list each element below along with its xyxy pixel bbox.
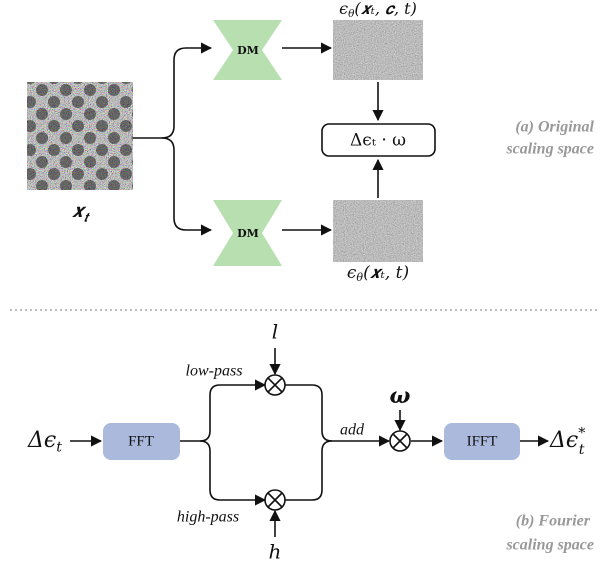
input-label-subscript: 𝒕 bbox=[84, 210, 90, 224]
output-label-symbol: ϵ bbox=[347, 263, 357, 283]
arrow bbox=[133, 48, 211, 138]
fft-label: FFT bbox=[128, 433, 154, 449]
input-label: Δϵt bbox=[27, 428, 62, 456]
noise-image-conditional bbox=[333, 20, 423, 80]
output-label-symbol: Δϵ bbox=[549, 428, 578, 453]
arrow bbox=[285, 441, 332, 500]
arrow bbox=[162, 138, 211, 230]
output-label-argument: (𝒙ₜ, t) bbox=[363, 263, 409, 283]
scale-label: ω bbox=[390, 383, 411, 409]
output-label-symbol: ϵ bbox=[339, 0, 348, 18]
caption: (b) Fourier bbox=[516, 513, 591, 530]
dm-label: DM bbox=[237, 44, 259, 57]
output-label: Δϵ*t bbox=[549, 425, 585, 458]
output-label-superscript: * bbox=[578, 425, 585, 441]
input-label-subscript: t bbox=[56, 440, 62, 456]
weight-label: l bbox=[272, 320, 278, 344]
arrow bbox=[180, 385, 265, 441]
branch-label: high-pass bbox=[177, 509, 239, 526]
dm-label: DM bbox=[237, 227, 259, 240]
branch-label: low-pass bbox=[186, 363, 243, 380]
caption: scaling space bbox=[505, 141, 594, 158]
arrow bbox=[200, 441, 265, 500]
output-label: ϵθ(𝒙ₜ, t) bbox=[347, 263, 409, 285]
output-label-argument: (𝒙ₜ, 𝒄, t) bbox=[354, 0, 416, 18]
arrow bbox=[285, 385, 389, 441]
weight-label: h bbox=[269, 540, 282, 564]
input-pattern bbox=[27, 82, 133, 190]
add-label: add bbox=[340, 422, 365, 439]
diagram: DM DM ϵθ(𝒙ₜ, 𝒄, t) ϵθ(𝒙ₜ, t) 𝒙𝒕 Δϵₜ · ω (a) Or… bbox=[0, 0, 600, 567]
input-label: 𝒙𝒕 bbox=[72, 200, 90, 224]
difference-label: Δϵₜ · ω bbox=[350, 131, 406, 151]
ifft-label: IFFT bbox=[467, 433, 498, 449]
input-label-symbol: Δϵ bbox=[27, 428, 56, 453]
multiply-nodes bbox=[265, 375, 410, 510]
caption: (a) Original bbox=[515, 119, 594, 136]
caption: scaling space bbox=[505, 537, 594, 554]
output-label-subscript: t bbox=[579, 442, 585, 458]
output-label: ϵθ(𝒙ₜ, 𝒄, t) bbox=[339, 0, 417, 20]
noise-image-unconditional bbox=[333, 200, 423, 262]
